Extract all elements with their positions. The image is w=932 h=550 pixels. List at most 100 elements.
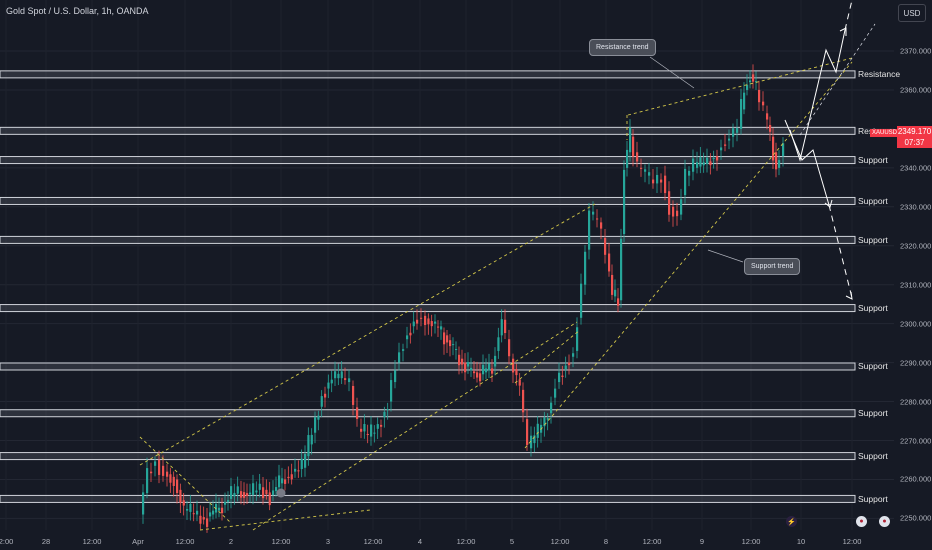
candle-body xyxy=(297,470,300,472)
candle-body xyxy=(206,518,209,527)
candle-body xyxy=(258,483,261,490)
candle-body xyxy=(199,515,202,524)
level-band xyxy=(0,126,856,135)
candle-body xyxy=(317,415,320,420)
candle-body xyxy=(772,136,775,161)
candle-body xyxy=(617,298,620,306)
marker-dot xyxy=(276,488,286,498)
level-label: Support xyxy=(858,408,888,419)
lightning-icon[interactable]: ⚡ xyxy=(786,516,797,527)
level-label: Resi xyxy=(858,125,876,136)
candle-body xyxy=(314,417,317,433)
time-tick: 2 xyxy=(228,537,234,546)
candle-body xyxy=(668,191,671,215)
candle-body xyxy=(752,74,755,82)
candle-body xyxy=(623,169,626,235)
triangle-top-line xyxy=(139,436,231,523)
candle-body xyxy=(640,167,643,169)
level-label: Support xyxy=(858,155,888,166)
candle-body xyxy=(169,474,172,483)
time-tick: Apr xyxy=(132,537,144,546)
candle-body xyxy=(344,378,347,380)
candle-body xyxy=(485,368,488,373)
candle-body xyxy=(778,160,781,168)
bull-arrowhead xyxy=(839,27,847,36)
candle-body xyxy=(626,149,629,168)
candle-body xyxy=(766,113,769,120)
price-axis[interactable]: 2370.0002360.0002350.0002340.0002330.000… xyxy=(894,0,932,530)
support-trend-callout[interactable]: Support trend xyxy=(744,258,801,275)
us-flag-icon[interactable]: ● xyxy=(856,516,867,527)
candle-body xyxy=(526,419,529,445)
candle-body xyxy=(158,459,161,475)
candle-body xyxy=(461,358,464,365)
candle-body xyxy=(224,502,227,505)
candle-body xyxy=(215,503,218,513)
rising-wedge-upper xyxy=(627,57,853,116)
candle-body xyxy=(420,317,423,319)
candle-body xyxy=(497,337,500,351)
candle-body xyxy=(265,489,268,495)
candle-body xyxy=(275,487,278,492)
level-band xyxy=(0,304,856,313)
us-flag-icon[interactable]: ● xyxy=(879,516,890,527)
candle-body xyxy=(383,411,386,418)
candle-body xyxy=(179,489,182,503)
currency-button[interactable]: USD xyxy=(898,4,926,22)
candle-body xyxy=(240,491,243,498)
candle-body xyxy=(740,99,743,129)
candle-body xyxy=(324,393,327,398)
candle-body xyxy=(476,372,479,378)
price-tick: 2280.000 xyxy=(900,397,932,407)
candle-body xyxy=(620,238,623,301)
candle-body xyxy=(249,492,252,495)
candle-body xyxy=(202,517,205,520)
candle-body xyxy=(769,125,772,132)
candle-body xyxy=(373,432,376,434)
time-tick: 12:00 xyxy=(456,537,476,546)
candle-body xyxy=(406,335,409,340)
price-tick: 2320.000 xyxy=(900,241,932,251)
candle-body xyxy=(580,283,583,318)
level-label: Support xyxy=(858,303,888,314)
time-tick: 12:00 xyxy=(741,537,761,546)
candle-body xyxy=(558,372,561,383)
candle-body xyxy=(749,80,752,83)
candle-body xyxy=(596,218,599,220)
candle-body xyxy=(508,339,511,357)
time-tick: 28 xyxy=(41,537,51,546)
candle-body xyxy=(680,199,683,215)
candle-body xyxy=(150,471,153,474)
candle-body xyxy=(218,507,221,511)
short-rising-line xyxy=(514,329,581,384)
time-tick: 12:00 xyxy=(363,537,383,546)
price-tick: 2270.000 xyxy=(900,436,932,445)
candle-body xyxy=(699,157,702,167)
time-tick: 12:00 xyxy=(175,537,195,546)
level-band xyxy=(0,235,856,244)
candle-body xyxy=(512,358,515,373)
candle-body xyxy=(376,424,379,429)
candle-body xyxy=(533,435,536,444)
last-price-value: 2349.170 xyxy=(897,127,932,136)
candle-body xyxy=(366,434,369,436)
bear-projection-path xyxy=(784,119,830,206)
candle-body xyxy=(775,152,778,170)
price-tick: 2340.000 xyxy=(900,163,932,173)
price-tick: 2310.000 xyxy=(900,280,932,290)
candle-body xyxy=(300,458,303,470)
candle-body xyxy=(281,478,284,484)
candle-body xyxy=(255,490,258,493)
candle-body xyxy=(394,370,397,383)
candle-body xyxy=(221,507,224,514)
candle-body xyxy=(186,509,189,511)
candle-body xyxy=(268,492,271,506)
candle-body xyxy=(588,210,591,250)
candle-body xyxy=(720,147,723,151)
level-band xyxy=(0,156,856,165)
resistance-trend-callout[interactable]: Resistance trend xyxy=(589,39,656,56)
candle-body xyxy=(233,492,236,497)
candle-body xyxy=(310,434,313,445)
bull-projection-path xyxy=(789,29,846,162)
